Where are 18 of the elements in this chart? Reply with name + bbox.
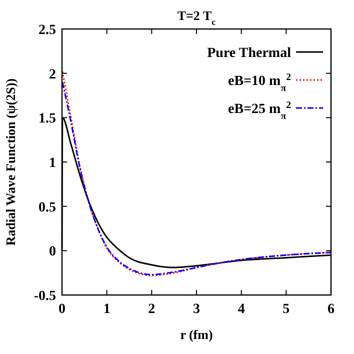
- y-tick-label: 1: [49, 156, 56, 171]
- y-tick-label: 2.5: [38, 23, 56, 38]
- x-tick-label: 5: [282, 302, 290, 317]
- x-tick-label: 2: [148, 302, 156, 317]
- x-tick-label: 4: [238, 302, 245, 317]
- y-tick-label: 0.5: [38, 200, 56, 216]
- x-tick-label: 1: [103, 302, 110, 317]
- legend-label: Pure Thermal: [207, 46, 292, 61]
- x-tick-label: 3: [193, 302, 200, 317]
- x-tick-label: 6: [328, 302, 334, 317]
- chart-title: T=2 T$_{c}$: [177, 8, 216, 27]
- y-tick-label: 1.5: [38, 112, 56, 127]
- y-tick-label: 0: [49, 244, 56, 260]
- y-tick-label: -0.5: [34, 289, 56, 304]
- y-axis-title: Radial Wave Function (ψ(2S)): [3, 78, 18, 246]
- x-axis-title: r (fm): [180, 327, 213, 342]
- y-tick-label: 2: [49, 67, 56, 82]
- x-tick-label: 0: [58, 302, 66, 317]
